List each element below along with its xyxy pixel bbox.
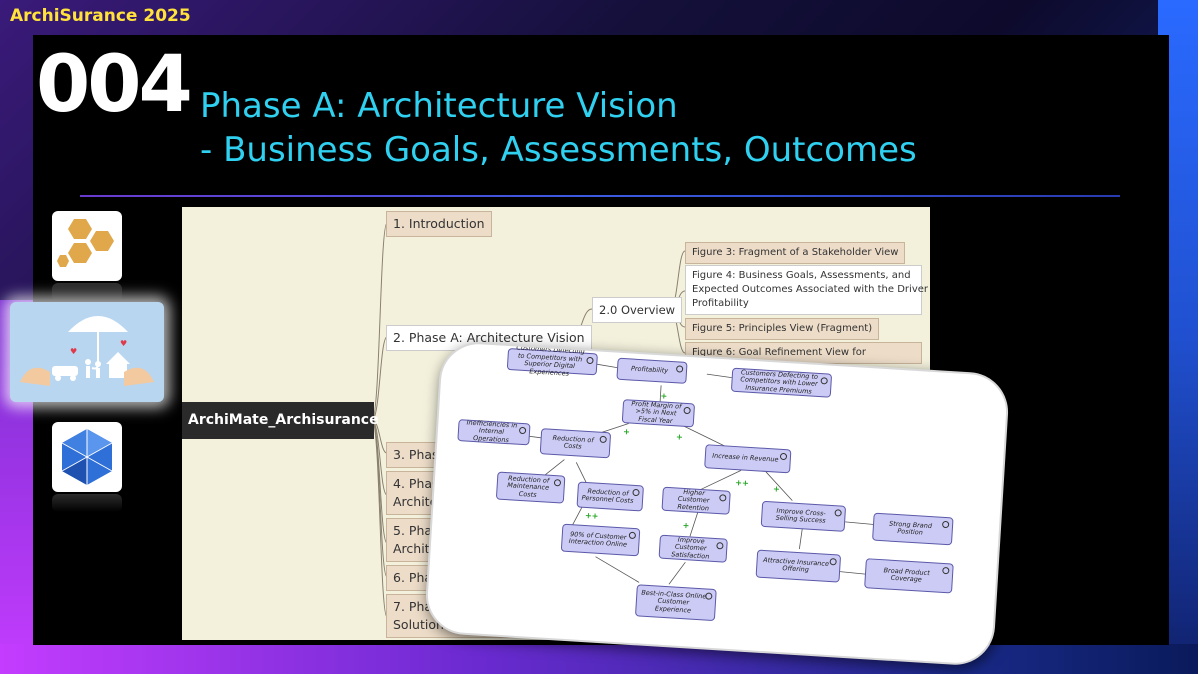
diagram-node-coverage[interactable]: Broad Product Coverage (864, 558, 954, 594)
background-glow-bottom (0, 644, 1198, 674)
mindmap-figure-line: Expected Outcomes Associated with the Dr… (692, 284, 929, 295)
diagram-node-cross-selling[interactable]: Improve Cross-Selling Success (760, 500, 847, 532)
diagram-node-reduction-costs[interactable]: Reduction of Costs (539, 428, 612, 459)
influence-plusplus: ++ (735, 478, 749, 488)
mindmap-figure-node[interactable]: Figure 4: Business Goals, Assessments, a… (685, 265, 929, 315)
mindmap-figure-line: Profitability (692, 298, 749, 309)
mindmap-figure-node[interactable]: Figure 5: Principles View (Fragment) (685, 318, 880, 340)
title-line-2: - Business Goals, Assessments, Outcomes (200, 130, 917, 170)
influence-plus: + (660, 391, 668, 401)
title-divider (80, 195, 1120, 197)
influence-plus: + (682, 520, 690, 531)
goal-refinement-diagram: Customers Defecting to Competitors with … (423, 339, 1011, 668)
page-title: Phase A: Architecture Vision - Business … (200, 84, 1100, 172)
influence-plus: + (772, 484, 780, 494)
title-line-1: Phase A: Architecture Vision (200, 86, 678, 126)
diagram-node-profitability[interactable]: Profitability (616, 357, 688, 384)
svg-text:♥: ♥ (70, 347, 77, 356)
honeycomb-icon (52, 211, 122, 281)
diagram-node-best-in-class[interactable]: Best-in-Class Online Customer Experience (634, 584, 717, 622)
mindmap-overview-node[interactable]: 2.0 Overview (592, 297, 683, 323)
mindmap-figure-node[interactable]: Figure 3: Fragment of a Stakeholder View (685, 242, 906, 264)
mindmap-figure-line: Figure 4: Business Goals, Assessments, a… (692, 270, 911, 281)
influence-plus: + (622, 427, 631, 437)
diagram-node-brand[interactable]: Strong Brand Position (872, 512, 954, 546)
influence-plus: + (675, 432, 683, 442)
diagram-node-maintenance[interactable]: Reduction of Maintenance Costs (495, 471, 566, 504)
mindmap-branch[interactable]: 1. Introduction (386, 211, 492, 237)
diagram-node-personnel[interactable]: Reduction of Personnel Costs (576, 481, 644, 512)
diagram-node-profit-margin[interactable]: Profit Margin of >5% in Next Fiscal Year (621, 399, 696, 428)
diagram-node-superior[interactable]: Customers Defecting to Competitors with … (506, 343, 598, 377)
icon-reflection (52, 494, 122, 512)
diagram-node-satisfaction[interactable]: Improve Customer Satisfaction (658, 534, 728, 563)
svg-text:♥: ♥ (120, 339, 127, 348)
brand-label: ArchiSurance 2025 (10, 6, 191, 26)
diagram-node-interaction[interactable]: 90% of Customer Interaction Online (560, 523, 641, 557)
insurance-family-icon: ♥ ♥ (10, 302, 164, 402)
influence-plusplus: ++ (584, 510, 599, 521)
diagram-node-retention[interactable]: Higher Customer Retention (661, 486, 731, 515)
mindmap-root-node[interactable]: ArchiMate_Archisurance (182, 402, 379, 439)
slide-number: 004 (36, 40, 193, 130)
diagram-node-attractive[interactable]: Attractive Insurance Offering (755, 549, 842, 583)
diagram-node-inefficiencies[interactable]: Inefficiencies in Internal Operations (457, 418, 531, 446)
icon-reflection (52, 283, 122, 301)
hexagon-cube-icon (52, 422, 122, 492)
